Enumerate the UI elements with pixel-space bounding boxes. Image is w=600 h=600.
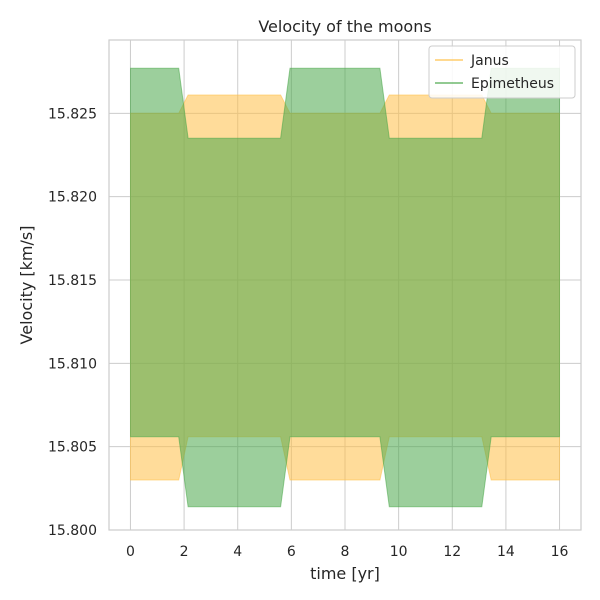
x-tick-label: 10 <box>390 544 408 560</box>
legend-label-epimetheus: Epimetheus <box>471 76 554 92</box>
y-tick-label: 15.800 <box>48 523 97 539</box>
y-tick-label: 15.810 <box>48 356 97 372</box>
x-tick-label: 6 <box>287 544 296 560</box>
series-layer <box>130 67 560 508</box>
x-tick-label: 8 <box>341 544 350 560</box>
x-tick-label: 4 <box>233 544 242 560</box>
series-band-epimetheus <box>130 67 560 508</box>
x-tick-label: 0 <box>126 544 135 560</box>
legend-label-janus: Janus <box>470 53 509 69</box>
chart-title: Velocity of the moons <box>258 17 431 36</box>
x-tick-label: 16 <box>551 544 569 560</box>
x-axis-label: time [yr] <box>310 564 380 583</box>
tick-labels: 0 2 4 6 8 10 12 14 16 15.800 15.805 15.810 15.815 15.… <box>48 106 569 560</box>
y-tick-label: 15.805 <box>48 440 97 456</box>
x-tick-label: 2 <box>180 544 189 560</box>
y-tick-label: 15.815 <box>48 273 97 289</box>
legend: Janus Epimetheus <box>428 45 576 99</box>
x-tick-label: 12 <box>443 544 461 560</box>
y-tick-label: 15.820 <box>48 190 97 206</box>
legend-box <box>428 45 576 99</box>
plot-frame <box>108 39 582 531</box>
y-axis-label: Velocity [km/s] <box>17 226 36 345</box>
x-tick-label: 14 <box>497 544 515 560</box>
y-tick-label: 15.825 <box>48 106 97 122</box>
